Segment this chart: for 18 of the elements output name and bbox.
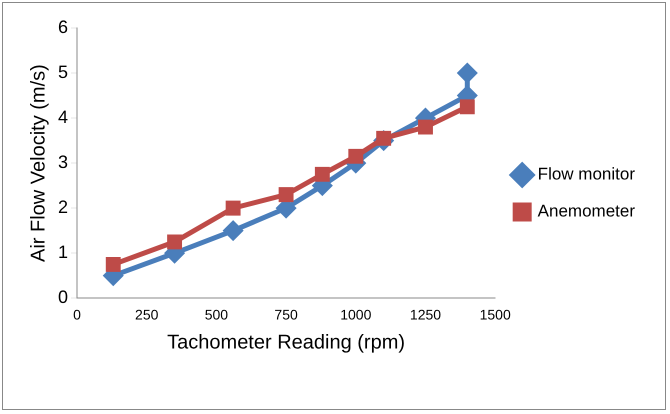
x-axis-title: Tachometer Reading (rpm) bbox=[167, 332, 406, 354]
legend-label: Flow monitor bbox=[538, 164, 636, 184]
y-tick-label: 5 bbox=[58, 62, 68, 82]
x-tick-label: 1000 bbox=[340, 306, 372, 322]
y-tick-label: 6 bbox=[58, 16, 68, 37]
x-tick-label: 1250 bbox=[410, 306, 442, 322]
y-tick-label: 2 bbox=[58, 197, 68, 218]
x-tick-label: 500 bbox=[204, 306, 228, 322]
y-tick-label: 3 bbox=[58, 152, 68, 172]
x-tick-label: 750 bbox=[274, 306, 298, 322]
y-tick-label: 4 bbox=[58, 107, 68, 128]
x-tick-label: 250 bbox=[135, 306, 159, 322]
legend-label: Anemometer bbox=[538, 202, 636, 221]
x-tick-label: 1500 bbox=[480, 306, 511, 322]
y-tick-label: 0 bbox=[58, 287, 68, 308]
y-tick-label: 1 bbox=[58, 242, 68, 262]
y-axis-title: Air Flow Velocity (m/s) bbox=[28, 64, 50, 262]
x-tick-label: 0 bbox=[73, 306, 82, 322]
